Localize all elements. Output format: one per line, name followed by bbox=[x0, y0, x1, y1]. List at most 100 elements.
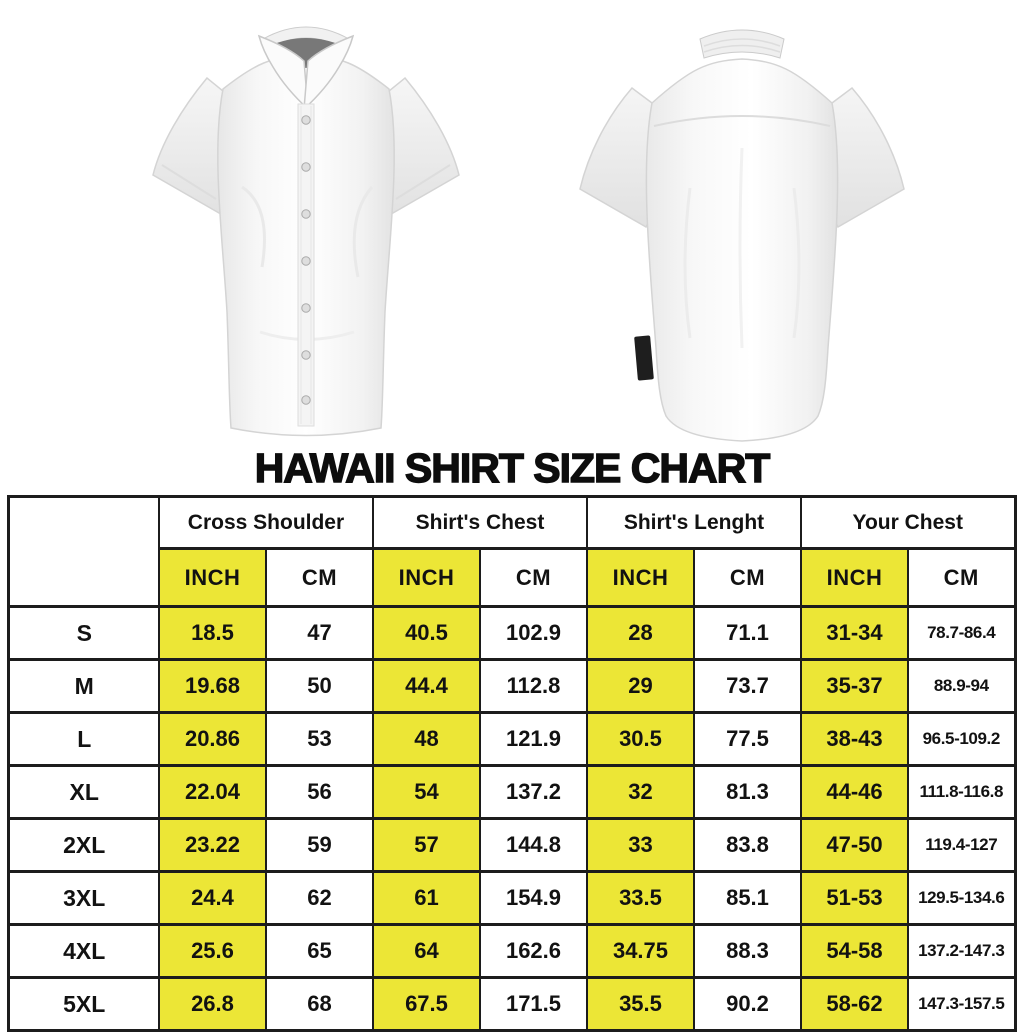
value-cell: 85.1 bbox=[692, 870, 803, 926]
value-cell: 35-37 bbox=[800, 658, 909, 714]
cm-header: CM bbox=[264, 547, 374, 608]
column-group-header: Shirt's Chest bbox=[371, 495, 588, 550]
value-cell: 144.8 bbox=[478, 817, 588, 873]
value-cell: 50 bbox=[264, 658, 374, 714]
value-cell: 20.86 bbox=[157, 711, 267, 767]
size-cell: S bbox=[7, 605, 160, 661]
value-cell: 57 bbox=[371, 817, 481, 873]
front-shirt-image bbox=[152, 26, 460, 437]
inch-header: INCH bbox=[157, 547, 267, 608]
value-cell: 35.5 bbox=[585, 976, 695, 1032]
size-cell: 4XL bbox=[7, 923, 160, 979]
size-cell: 5XL bbox=[7, 976, 160, 1032]
size-cell: L bbox=[7, 711, 160, 767]
value-cell: 96.5-109.2 bbox=[907, 711, 1016, 767]
table-body: S 18.5 47 40.5 102.9 28 71.1 31-34 78.7-86.4 M 19.… bbox=[7, 605, 1016, 1032]
value-cell: 137.2 bbox=[478, 764, 588, 820]
value-cell: 53 bbox=[264, 711, 374, 767]
value-cell: 162.6 bbox=[478, 923, 588, 979]
inch-header: INCH bbox=[585, 547, 695, 608]
value-cell: 121.9 bbox=[478, 711, 588, 767]
value-cell: 88.3 bbox=[692, 923, 803, 979]
value-cell: 18.5 bbox=[157, 605, 267, 661]
cm-header: CM bbox=[478, 547, 588, 608]
product-images bbox=[0, 0, 1024, 446]
value-cell: 65 bbox=[264, 923, 374, 979]
value-cell: 154.9 bbox=[478, 870, 588, 926]
size-cell: 3XL bbox=[7, 870, 160, 926]
value-cell: 40.5 bbox=[371, 605, 481, 661]
column-group-header: Shirt's Lenght bbox=[585, 495, 803, 550]
value-cell: 33.5 bbox=[585, 870, 695, 926]
size-row: XL 22.04 56 54 137.2 32 81.3 44-46 111.8-116.8 bbox=[7, 764, 1016, 820]
corner-cell bbox=[7, 495, 160, 608]
value-cell: 119.4-127 bbox=[907, 817, 1016, 873]
value-cell: 137.2-147.3 bbox=[907, 923, 1016, 979]
value-cell: 32 bbox=[585, 764, 695, 820]
column-group-header: Your Chest bbox=[800, 495, 1016, 550]
value-cell: 44-46 bbox=[800, 764, 909, 820]
value-cell: 81.3 bbox=[692, 764, 803, 820]
value-cell: 54 bbox=[371, 764, 481, 820]
value-cell: 28 bbox=[585, 605, 695, 661]
inch-header: INCH bbox=[371, 547, 481, 608]
value-cell: 51-53 bbox=[800, 870, 909, 926]
value-cell: 19.68 bbox=[157, 658, 267, 714]
back-shirt-image bbox=[579, 29, 905, 442]
size-row: M 19.68 50 44.4 112.8 29 73.7 35-37 88.9-94 bbox=[7, 658, 1016, 714]
value-cell: 22.04 bbox=[157, 764, 267, 820]
value-cell: 59 bbox=[264, 817, 374, 873]
size-cell: M bbox=[7, 658, 160, 714]
value-cell: 78.7-86.4 bbox=[907, 605, 1016, 661]
value-cell: 71.1 bbox=[692, 605, 803, 661]
value-cell: 56 bbox=[264, 764, 374, 820]
cm-header: CM bbox=[907, 547, 1016, 608]
size-row: 3XL 24.4 62 61 154.9 33.5 85.1 51-53 129.5-134.6 bbox=[7, 870, 1016, 926]
size-cell: 2XL bbox=[7, 817, 160, 873]
value-cell: 30.5 bbox=[585, 711, 695, 767]
size-row: 4XL 25.6 65 64 162.6 34.75 88.3 54-58 137.2-147.… bbox=[7, 923, 1016, 979]
value-cell: 90.2 bbox=[692, 976, 803, 1032]
value-cell: 29 bbox=[585, 658, 695, 714]
value-cell: 25.6 bbox=[157, 923, 267, 979]
value-cell: 34.75 bbox=[585, 923, 695, 979]
value-cell: 73.7 bbox=[692, 658, 803, 714]
value-cell: 44.4 bbox=[371, 658, 481, 714]
value-cell: 23.22 bbox=[157, 817, 267, 873]
size-row: 2XL 23.22 59 57 144.8 33 83.8 47-50 119.4-127 bbox=[7, 817, 1016, 873]
value-cell: 112.8 bbox=[478, 658, 588, 714]
value-cell: 33 bbox=[585, 817, 695, 873]
value-cell: 48 bbox=[371, 711, 481, 767]
value-cell: 31-34 bbox=[800, 605, 909, 661]
hem-tag bbox=[634, 335, 654, 381]
value-cell: 64 bbox=[371, 923, 481, 979]
value-cell: 129.5-134.6 bbox=[907, 870, 1016, 926]
column-group-header: Cross Shoulder bbox=[157, 495, 374, 550]
page-title: HAWAII SHIRT SIZE CHART bbox=[254, 445, 771, 491]
value-cell: 24.4 bbox=[157, 870, 267, 926]
value-cell: 47 bbox=[264, 605, 374, 661]
value-cell: 68 bbox=[264, 976, 374, 1032]
value-cell: 26.8 bbox=[157, 976, 267, 1032]
value-cell: 62 bbox=[264, 870, 374, 926]
value-cell: 171.5 bbox=[478, 976, 588, 1032]
value-cell: 38-43 bbox=[800, 711, 909, 767]
size-row: L 20.86 53 48 121.9 30.5 77.5 38-43 96.5-109.2 bbox=[7, 711, 1016, 767]
value-cell: 88.9-94 bbox=[907, 658, 1016, 714]
size-chart-table: Cross Shoulder Shirt's Chest Shirt's Lengh… bbox=[7, 495, 1017, 1032]
size-row: 5XL 26.8 68 67.5 171.5 35.5 90.2 58-62 147.3-157… bbox=[7, 976, 1016, 1032]
inch-header: INCH bbox=[800, 547, 909, 608]
value-cell: 147.3-157.5 bbox=[907, 976, 1016, 1032]
value-cell: 77.5 bbox=[692, 711, 803, 767]
value-cell: 61 bbox=[371, 870, 481, 926]
value-cell: 102.9 bbox=[478, 605, 588, 661]
size-cell: XL bbox=[7, 764, 160, 820]
value-cell: 47-50 bbox=[800, 817, 909, 873]
value-cell: 111.8-116.8 bbox=[907, 764, 1016, 820]
table-head: Cross Shoulder Shirt's Chest Shirt's Lengh… bbox=[7, 495, 1016, 608]
size-row: S 18.5 47 40.5 102.9 28 71.1 31-34 78.7-86.4 bbox=[7, 605, 1016, 661]
value-cell: 54-58 bbox=[800, 923, 909, 979]
cm-header: CM bbox=[692, 547, 803, 608]
value-cell: 83.8 bbox=[692, 817, 803, 873]
